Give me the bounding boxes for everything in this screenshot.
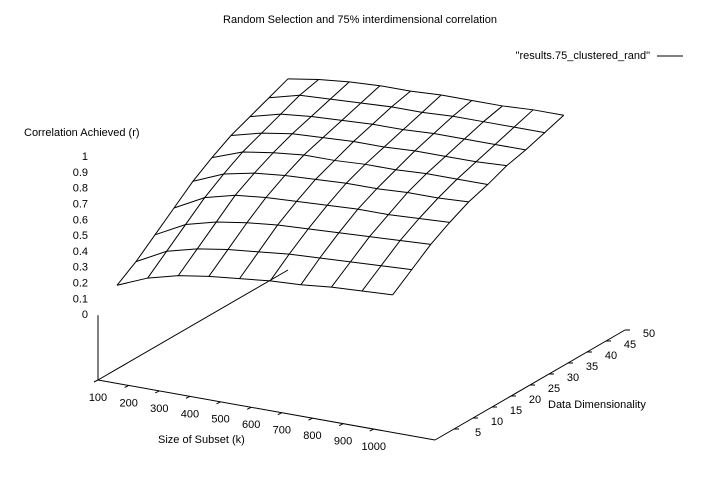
z-tick-label: 1 — [82, 151, 88, 163]
surface-column — [208, 85, 381, 277]
x-tick — [124, 385, 129, 388]
surface-row — [192, 172, 469, 203]
x-tick-label: 900 — [334, 436, 352, 448]
surface-column — [300, 100, 473, 286]
x-tick — [185, 395, 191, 399]
x-tick-label: 200 — [119, 397, 137, 409]
x-tick — [277, 412, 283, 416]
x-tick-label: 300 — [150, 403, 168, 415]
surface-column — [392, 114, 565, 296]
x-tick — [308, 417, 313, 421]
z-tick-label: 0.7 — [73, 199, 88, 211]
y-tick-label: 15 — [510, 405, 522, 417]
y-tick-label: 25 — [548, 383, 560, 395]
surface-row — [211, 151, 488, 186]
surface-row — [249, 113, 526, 151]
x-tick-label: 700 — [273, 425, 291, 437]
x-tick-label: 100 — [89, 392, 107, 404]
surface-column — [269, 94, 442, 282]
chart-title: Random Selection and 75% interdimensiona… — [223, 14, 497, 26]
surface-column — [147, 79, 319, 279]
y-tick-label: 30 — [567, 372, 579, 384]
z-tick-label: 0.5 — [73, 230, 88, 242]
surface-column — [177, 81, 350, 276]
z-tick-label: 0.1 — [73, 293, 88, 305]
surface-column — [116, 78, 289, 286]
x-tick-label: 400 — [181, 408, 199, 420]
z-tick-label: 0.3 — [73, 262, 88, 274]
surface-row — [268, 94, 545, 134]
x-tick-label: 500 — [211, 414, 229, 426]
x-tick — [338, 423, 344, 427]
z-tick-label: 0.9 — [73, 167, 88, 179]
x-tick-label: 1000 — [361, 441, 385, 453]
surface-column — [331, 105, 503, 288]
y-tick-label: 35 — [586, 361, 598, 373]
z-tick-label: 0.6 — [73, 214, 88, 226]
x-tick — [93, 379, 99, 383]
surface-row — [154, 221, 431, 245]
z-tick-label: 0 — [82, 309, 88, 321]
surface-row — [173, 194, 450, 223]
surface-column — [239, 90, 411, 279]
x-tick-label: 600 — [242, 419, 260, 431]
y-tick-label: 45 — [624, 339, 636, 351]
surface-row — [135, 248, 412, 271]
z-tick-label: 0.8 — [73, 183, 88, 195]
y-tick-label: 10 — [491, 416, 503, 428]
x-tick — [246, 406, 252, 410]
z-tick-label: 0.4 — [73, 246, 88, 258]
x-axis-label: Size of Subset (k) — [158, 434, 245, 446]
surface-row — [116, 275, 393, 296]
x-tick-label: 800 — [303, 430, 321, 442]
x-tick — [369, 428, 374, 432]
base-edge — [97, 269, 289, 381]
x-tick — [216, 401, 221, 405]
y-tick-label: 20 — [529, 394, 541, 406]
z-tick-label: 0.2 — [73, 278, 88, 290]
base-edge — [97, 379, 436, 441]
surface-row — [287, 78, 564, 116]
y-tick-label: 50 — [643, 328, 655, 340]
z-axis-label: Correlation Achieved (r) — [24, 127, 140, 139]
legend-label: "results.75_clustered_rand" — [516, 50, 650, 62]
y-tick-label: 5 — [475, 427, 481, 439]
y-axis-label: Data Dimensionality — [548, 399, 646, 411]
x-tick — [155, 390, 160, 394]
surface-row — [230, 132, 507, 167]
y-tick-label: 40 — [605, 350, 617, 362]
surface-column — [361, 109, 534, 292]
